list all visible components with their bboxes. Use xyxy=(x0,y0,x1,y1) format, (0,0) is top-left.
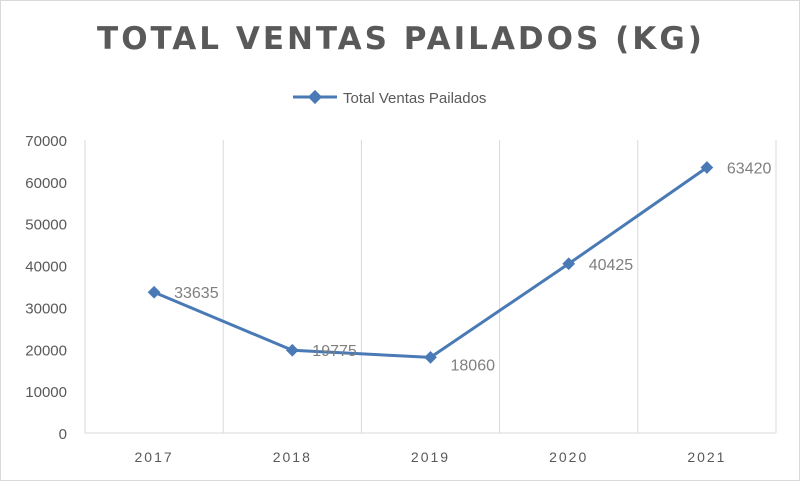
y-axis: 0 10000 20000 30000 40000 50000 60000 70000 xyxy=(25,133,67,443)
data-label: 63420 xyxy=(727,161,772,178)
y-tick-label: 40000 xyxy=(25,259,67,276)
data-labels: 33635 19775 18060 40425 63420 xyxy=(174,161,771,375)
y-tick-label: 70000 xyxy=(25,133,67,150)
y-tick-label: 0 xyxy=(59,426,67,443)
legend-label: Total Ventas Pailados xyxy=(343,90,486,107)
y-tick-label: 60000 xyxy=(25,175,67,192)
data-point-marker xyxy=(424,351,437,364)
x-tick-label: 2020 xyxy=(549,449,588,465)
x-tick-label: 2021 xyxy=(687,449,726,465)
y-tick-label: 20000 xyxy=(25,342,67,359)
chart-title: TOTAL VENTAS PAILADOS (KG) xyxy=(97,21,705,57)
x-axis: 2017 2018 2019 2020 2021 xyxy=(135,449,726,465)
data-label: 33635 xyxy=(174,285,219,302)
legend: Total Ventas Pailados xyxy=(293,89,486,107)
gridlines xyxy=(84,140,777,434)
y-tick-label: 50000 xyxy=(25,217,67,234)
x-tick-label: 2019 xyxy=(411,449,450,465)
x-tick-label: 2018 xyxy=(273,449,312,465)
series-total-ventas-pailados xyxy=(147,161,714,364)
data-label: 40425 xyxy=(589,257,634,274)
data-label: 18060 xyxy=(451,357,496,374)
data-label: 19775 xyxy=(312,343,357,360)
legend-diamond-icon xyxy=(307,89,323,105)
data-point-marker xyxy=(285,343,299,357)
y-tick-label: 10000 xyxy=(25,384,67,401)
data-point-marker xyxy=(147,285,161,299)
y-tick-label: 30000 xyxy=(25,300,67,317)
x-tick-label: 2017 xyxy=(135,449,174,465)
